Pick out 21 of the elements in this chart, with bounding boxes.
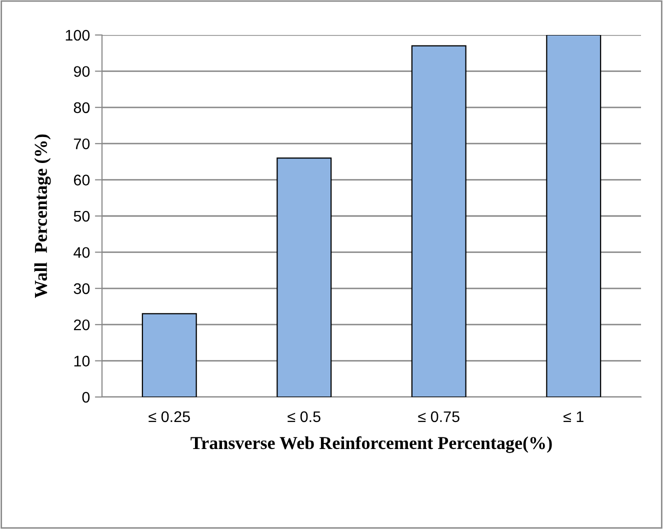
x-tick-label: ≤ 0.5: [288, 411, 320, 422]
x-tick-label: ≤ 1: [564, 411, 584, 422]
bar: [546, 35, 602, 397]
y-tick-label: 40: [74, 247, 90, 258]
y-tick-label: 70: [74, 138, 90, 150]
y-tick-label: 10: [74, 356, 90, 366]
x-tick-label: ≤ 0.75: [418, 411, 460, 422]
bar: [411, 45, 466, 397]
y-axis-title: Wall Percentage (%): [34, 134, 51, 298]
x-tick-label: ≤ 0.25: [148, 411, 190, 422]
y-tick-label: 60: [74, 174, 90, 186]
y-tick-label: 30: [74, 283, 90, 294]
y-tick-label: 100: [66, 30, 90, 41]
y-tick-label: 50: [74, 210, 90, 222]
y-tick-label: 0: [82, 392, 90, 403]
y-tick-label: 20: [74, 319, 90, 330]
y-tick-label: 90: [74, 66, 90, 77]
y-tick-label: 80: [74, 102, 90, 114]
x-axis-title: Transverse Web Reinforcement Percentage(%): [190, 436, 552, 453]
bar: [142, 313, 197, 397]
bar: [276, 158, 332, 397]
